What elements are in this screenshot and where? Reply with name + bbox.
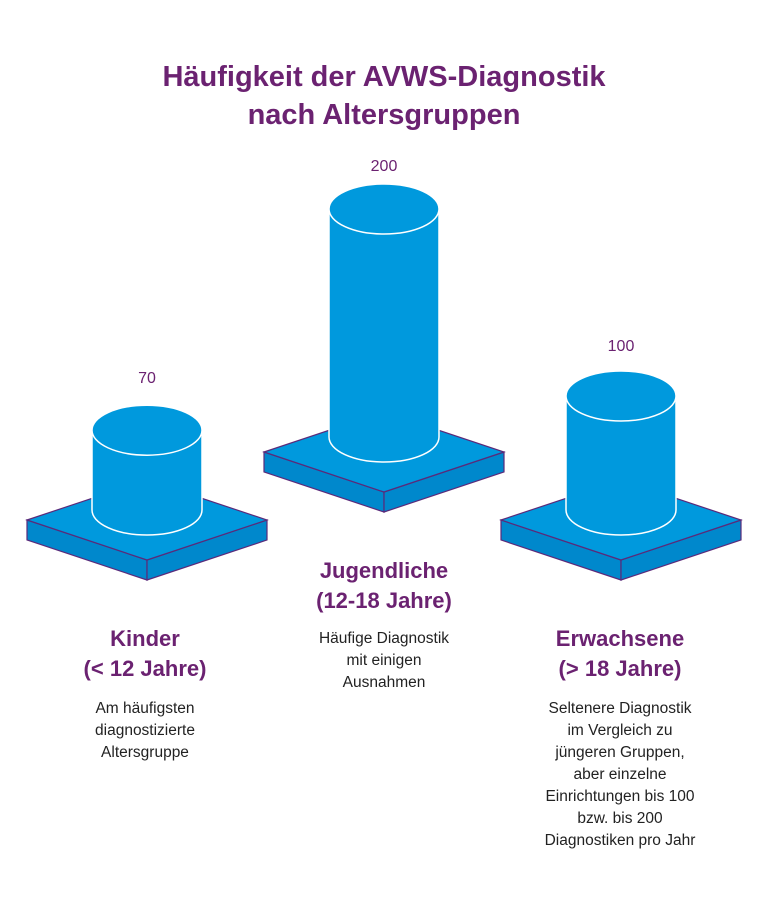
- category-label-jugendliche-line-1: Jugendliche: [319, 558, 449, 583]
- description-jugendliche: Häufige Diagnostik mit einigen Ausnahmen: [254, 628, 514, 694]
- description-erwachsene-line: aber einzelne: [573, 766, 667, 783]
- category-label-jugendliche-line-2: (12-18 Jahre): [316, 588, 452, 613]
- value-label-jugendliche: 200: [370, 158, 398, 175]
- description-jugendliche-line: Häufige Diagnostik: [318, 630, 450, 647]
- category-label-kinder: Kinder (< 12 Jahre): [15, 624, 275, 684]
- bar-kinder: [91, 429, 203, 536]
- category-label-kinder-line-1: Kinder: [110, 626, 180, 651]
- chart-title: Häufigkeit der AVWS-Diagnostik nach Alte…: [0, 58, 768, 134]
- category-label-erwachsene: Erwachsene (> 18 Jahre): [490, 624, 750, 684]
- description-erwachsene-line: jüngeren Gruppen,: [555, 744, 685, 761]
- description-kinder-line: diagnostizierte: [95, 722, 195, 739]
- description-erwachsene-line: Diagnostiken pro Jahr: [544, 832, 696, 849]
- description-erwachsene-line: bzw. bis 200: [577, 810, 663, 827]
- description-kinder: Am häufigsten diagnostizierte Altersgrup…: [15, 698, 275, 764]
- bar-top-erwachsene: [565, 370, 677, 422]
- bar-top-kinder: [91, 404, 203, 456]
- category-label-kinder-line-2: (< 12 Jahre): [83, 656, 207, 681]
- value-label-erwachsene: 100: [607, 338, 635, 355]
- description-erwachsene-line: Seltenere Diagnostik: [548, 700, 692, 717]
- value-label-kinder: 70: [138, 370, 156, 387]
- description-erwachsene-line: im Vergleich zu: [567, 722, 673, 739]
- chart-title-line-2: nach Altersgruppen: [247, 99, 521, 131]
- description-erwachsene-line: Einrichtungen bis 100: [545, 788, 695, 805]
- bar-jugendliche: [328, 208, 440, 463]
- category-label-jugendliche: Jugendliche (12-18 Jahre): [254, 556, 514, 616]
- category-label-erwachsene-line-2: (> 18 Jahre): [558, 656, 682, 681]
- description-kinder-line: Am häufigsten: [95, 700, 195, 717]
- chart-title-line-1: Häufigkeit der AVWS-Diagnostik: [162, 61, 606, 93]
- description-erwachsene: Seltenere Diagnostik im Vergleich zu jün…: [490, 698, 750, 852]
- category-label-erwachsene-line-1: Erwachsene: [555, 626, 685, 651]
- description-jugendliche-line: mit einigen: [346, 652, 422, 669]
- description-jugendliche-line: Ausnahmen: [342, 674, 426, 691]
- bar-top-jugendliche: [328, 183, 440, 235]
- bar-erwachsene: [565, 395, 677, 536]
- description-kinder-line: Altersgruppe: [101, 744, 189, 761]
